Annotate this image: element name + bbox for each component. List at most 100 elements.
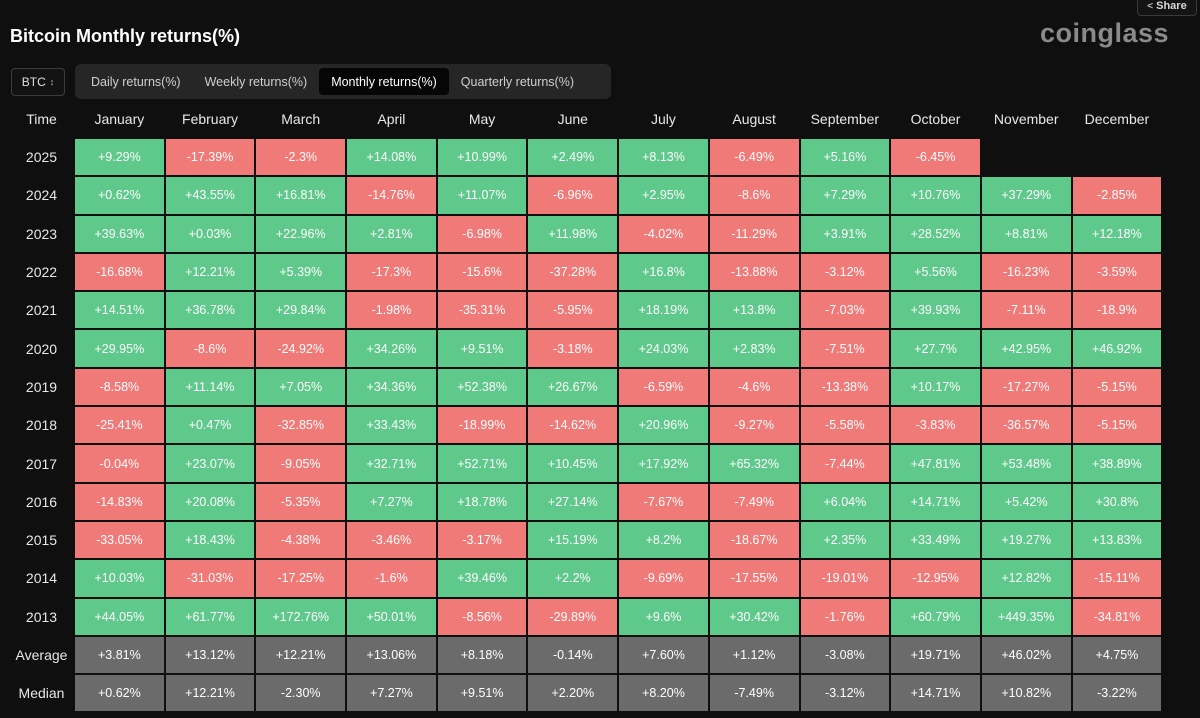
return-cell: +9.51%	[437, 330, 527, 367]
return-cell: -32.85%	[256, 407, 346, 444]
row-label: 2025	[25, 149, 58, 166]
table-row: 2017 -0.04% +23.07% -9.05% +32.71% +52.71% +10…	[10, 445, 1162, 482]
return-cell: -7.03%	[800, 292, 890, 329]
return-cell: -7.49%	[709, 675, 799, 712]
table-row: 2021 +14.51% +36.78% +29.84% -1.98% -35.31% -5…	[10, 292, 1162, 329]
return-cell: +10.99%	[437, 139, 527, 176]
return-cell: +39.93%	[891, 292, 980, 329]
return-cell: +16.81%	[256, 177, 346, 214]
return-cell: -2.30%	[256, 675, 346, 712]
return-cell: +9.6%	[619, 598, 708, 635]
table-row: 2025 +9.29% -17.39% -2.3% +14.08% +10.99% +2.4…	[10, 139, 1161, 176]
tab-quarterly-returns[interactable]: Quarterly returns(%)	[460, 74, 575, 89]
table-row: 2024 +0.62% +43.55% +16.81% -14.76% +11.07% -6…	[10, 177, 1162, 214]
return-cell: -17.25%	[256, 560, 346, 597]
return-cell: -33.05%	[75, 521, 164, 559]
asset-select[interactable]: BTC ↕	[11, 68, 65, 96]
return-cell: +22.96%	[256, 215, 346, 252]
return-cell: +13.8%	[709, 292, 799, 329]
return-cell: +10.45%	[528, 445, 618, 482]
return-cell: +0.62%	[75, 177, 164, 214]
column-header-may: May	[468, 111, 496, 127]
return-cell: -3.17%	[437, 521, 527, 559]
return-cell: -0.04%	[75, 445, 164, 482]
return-cell: +7.27%	[347, 483, 436, 520]
return-cell: -5.95%	[528, 292, 618, 329]
row-label: 2023	[25, 225, 58, 242]
return-cell: -8.6%	[709, 177, 799, 214]
return-cell: +34.36%	[347, 368, 436, 406]
return-cell: -3.83%	[891, 407, 980, 444]
share-icon: <	[1147, 0, 1154, 12]
return-cell: -4.38%	[256, 521, 346, 559]
return-cell: -8.6%	[165, 330, 255, 367]
row-label: 2016	[25, 493, 58, 510]
return-cell: +6.04%	[800, 483, 890, 520]
return-cell: +5.56%	[891, 253, 980, 291]
row-label: 2014	[25, 570, 58, 587]
return-cell: -3.12%	[800, 253, 890, 291]
return-cell: +52.38%	[437, 368, 527, 406]
return-cell: -6.59%	[619, 368, 708, 406]
return-cell: +12.21%	[165, 675, 255, 712]
return-cell: -3.46%	[347, 521, 436, 559]
row-label: 2013	[25, 608, 58, 625]
row-label: 2022	[25, 264, 58, 281]
return-cell: +27.14%	[528, 483, 618, 520]
return-cell: +8.13%	[619, 139, 708, 176]
return-cell: -7.11%	[981, 292, 1071, 329]
column-header-time: Time	[26, 111, 57, 127]
return-cell: +14.71%	[891, 675, 980, 712]
return-cell: -2.3%	[256, 139, 346, 176]
column-header-april: April	[377, 111, 406, 127]
tab-weekly-returns[interactable]: Weekly returns(%)	[204, 74, 308, 89]
return-cell: -2.85%	[1072, 177, 1162, 214]
return-cell: -1.98%	[347, 292, 436, 329]
return-cell: -8.56%	[437, 598, 527, 635]
brand-logo: coinglass	[1040, 18, 1170, 48]
column-header-june: June	[557, 111, 588, 127]
return-cell: +15.19%	[528, 521, 618, 559]
return-cell: -9.05%	[256, 445, 346, 482]
return-cell: +65.32%	[709, 445, 799, 482]
return-cell: -5.35%	[256, 483, 346, 520]
return-cell: +3.91%	[800, 215, 890, 252]
return-cell: +11.98%	[528, 215, 618, 252]
monthly-returns-table: Time January February March April May June July…	[8, 99, 1163, 713]
row-label: 2020	[25, 340, 58, 357]
return-cell: +27.7%	[891, 330, 980, 367]
return-cell: +0.62%	[75, 675, 164, 712]
return-cell: +8.20%	[619, 675, 708, 712]
tab-monthly-returns[interactable]: Monthly returns(%)	[319, 68, 449, 95]
tab-daily-returns[interactable]: Daily returns(%)	[91, 74, 181, 89]
return-cell: +17.92%	[619, 445, 708, 482]
return-cell: +33.43%	[347, 407, 436, 444]
return-cell: +2.2%	[528, 560, 618, 597]
return-cell: +2.95%	[619, 177, 708, 214]
return-cell: +3.81%	[75, 636, 164, 674]
return-cell: +43.55%	[165, 177, 255, 214]
return-cell: +4.75%	[1072, 636, 1162, 674]
return-cell: +11.14%	[165, 368, 255, 406]
stat-row-median: Median +0.62% +12.21% -2.30% +7.27% +9.51% +2.…	[10, 675, 1162, 712]
return-cell: +20.08%	[165, 483, 255, 520]
return-cell: -3.59%	[1072, 253, 1162, 291]
row-label: 2024	[25, 187, 58, 204]
table-row: 2022 -16.68% +12.21% +5.39% -17.3% -15.6% -37.…	[10, 253, 1162, 291]
table-row: 2016 -14.83% +20.08% -5.35% +7.27% +18.78% +27…	[10, 483, 1162, 520]
column-header-february: February	[182, 111, 239, 127]
return-cell: +24.03%	[619, 330, 708, 367]
return-cell: +14.71%	[891, 483, 980, 520]
return-cell: +39.46%	[437, 560, 527, 597]
return-cell: +2.49%	[528, 139, 618, 176]
return-cell: +12.82%	[981, 560, 1071, 597]
return-cell: +18.43%	[165, 521, 255, 559]
return-cell: -9.69%	[619, 560, 708, 597]
share-button[interactable]: < Share	[1137, 0, 1197, 16]
return-cell: +32.71%	[347, 445, 436, 482]
table-row: 2018 -25.41% +0.47% -32.85% +33.43% -18.99% -1…	[10, 407, 1162, 444]
return-cell: +5.42%	[981, 483, 1071, 520]
return-cell: +8.81%	[981, 215, 1071, 252]
return-cell: +60.79%	[891, 598, 980, 635]
